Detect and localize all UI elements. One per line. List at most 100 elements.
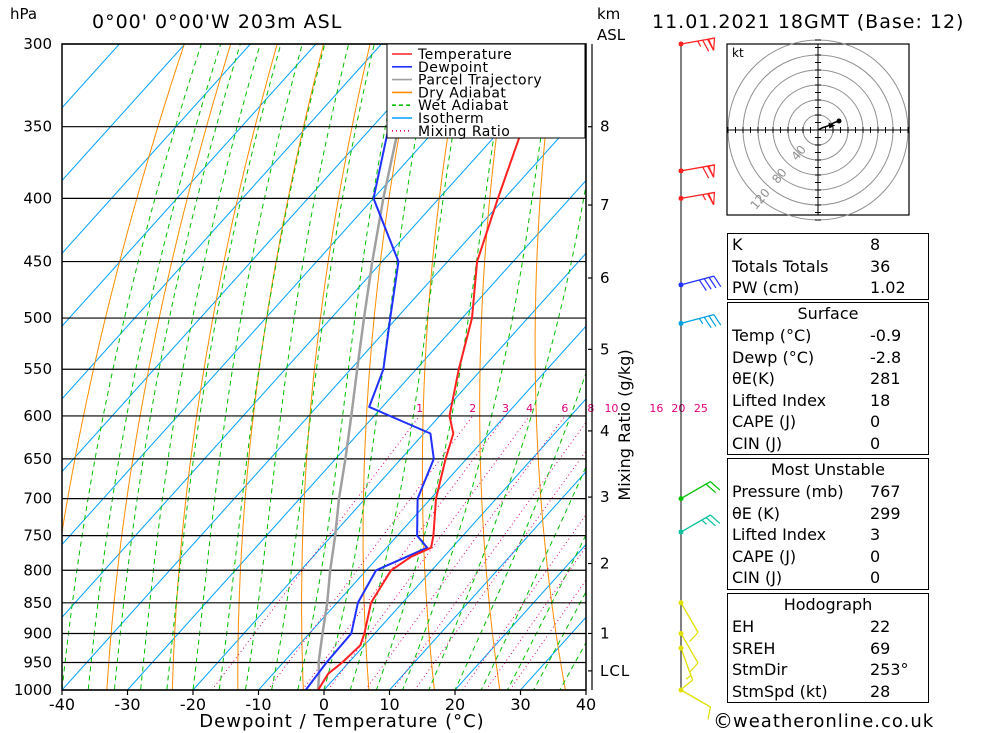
- wet-adiabat-line: [218, 44, 326, 690]
- most-unstable-label: Pressure (mb): [732, 482, 844, 501]
- most-unstable-title: Most Unstable: [771, 460, 885, 479]
- index-label: Totals Totals: [732, 256, 829, 276]
- isotherm-line: [0, 7, 22, 716]
- dry-adiabat-line: [421, 44, 464, 690]
- hodograph-stat-value: 22: [870, 617, 891, 636]
- wind-barb: [678, 600, 699, 643]
- wind-barb: [678, 687, 712, 720]
- wind-barb-flag: [689, 662, 699, 673]
- wind-barb: [678, 645, 694, 689]
- most-unstable-value: 0: [870, 568, 881, 587]
- dry-adiabat-line: [301, 44, 371, 690]
- wet-adiabat-line: [297, 44, 403, 690]
- wet-adiabat-line: [428, 182, 586, 690]
- most-unstable-value: 767: [870, 482, 901, 501]
- unit-left-label: hPa: [10, 5, 37, 23]
- pressure-tick-label: 900: [23, 624, 52, 642]
- km-tick-label: 5: [600, 340, 611, 358]
- wind-barb-staff: [680, 275, 715, 286]
- dry-adiabat-line: [925, 7, 1000, 716]
- mixing-ratio-axis-label: Mixing Ratio (g/kg): [615, 349, 634, 500]
- wind-barb-staff: [680, 689, 711, 708]
- pressure-tick-label: 600: [23, 407, 52, 425]
- wind-barb-flag: [698, 279, 707, 291]
- wind-barb-flag: [707, 193, 715, 206]
- index-label: K: [732, 235, 743, 254]
- wind-barb: [678, 37, 716, 52]
- wet-adiabat-line: [166, 44, 282, 690]
- wind-barb-flag: [703, 316, 712, 329]
- km-tick-label: 7: [600, 196, 611, 214]
- wind-barb-pennant: [707, 37, 716, 51]
- wet-adiabat-line: [140, 44, 261, 690]
- km-tick-label: 2: [600, 555, 611, 573]
- wind-barb-halfflag: [702, 194, 707, 201]
- surface-label: CIN (J): [732, 433, 783, 453]
- mixing-ratio-line: [364, 415, 566, 690]
- isotherm-line: [126, 179, 586, 690]
- hodograph-stat-value: 69: [870, 638, 891, 658]
- parcel-trajectory-line: [316, 44, 422, 690]
- x-tick-label: 30: [510, 695, 530, 714]
- mixing-ratio-line: [414, 450, 586, 690]
- most-unstable-label: CIN (J): [732, 568, 783, 587]
- surface-label: Lifted Index: [732, 390, 827, 410]
- pressure-tick-label: 800: [23, 561, 52, 579]
- surface-value: 18: [870, 390, 891, 410]
- site-footer[interactable]: weatheronline.co.uk: [733, 711, 934, 732]
- hodograph-stat-row: SREH 69: [728, 638, 928, 660]
- legend-label: Wet Adiabat: [418, 98, 509, 114]
- mixing-ratio-label: 3: [502, 402, 509, 415]
- pressure-tick-label: 750: [23, 527, 52, 545]
- hodograph-stat-row: EH 22: [728, 616, 928, 638]
- pressure-tick-label: 700: [23, 490, 52, 508]
- wind-barb-flag: [689, 631, 699, 643]
- dry-adiabat-line: [237, 44, 325, 690]
- surface-label: CAPE (J): [732, 412, 797, 431]
- mixing-ratio-line: [392, 421, 586, 690]
- isotherm-line: [62, 44, 317, 327]
- dry-adiabat-line: [62, 44, 185, 536]
- datetime-title: 11.01.2021 18GMT (Base: 12): [652, 11, 964, 33]
- hodograph-stat-value: 253°: [870, 660, 909, 679]
- legend-label: Dewpoint: [418, 60, 489, 76]
- pressure-tick-label: 650: [23, 450, 52, 468]
- wind-barb-flag: [707, 706, 712, 720]
- wet-adiabat-line: [62, 44, 202, 690]
- pressure-tick-label: 300: [23, 35, 52, 53]
- wind-barb-flag: [702, 166, 710, 179]
- wind-barb-flag: [707, 39, 715, 51]
- km-tick-label: 8: [600, 118, 611, 136]
- legend-box: [386, 43, 586, 139]
- wind-barb-flag: [705, 517, 716, 527]
- isotherm-line: [257, 325, 586, 690]
- pressure-tick-label: 500: [23, 309, 52, 327]
- wind-barb: [678, 313, 722, 329]
- pressure-tick-label: 850: [23, 594, 52, 612]
- index-value: 36: [870, 256, 891, 276]
- mixing-ratio-label: 6: [561, 402, 568, 415]
- dry-adiabat-line: [479, 44, 510, 690]
- copyright-icon: ©: [713, 709, 733, 733]
- most-unstable-value: 3: [870, 525, 881, 544]
- dry-adiabat-line: [362, 44, 418, 690]
- wet-adiabat-line: [271, 44, 375, 690]
- legend-label: Temperature: [417, 47, 512, 63]
- wind-barb: [678, 164, 716, 179]
- wind-barb: [678, 514, 721, 535]
- index-value: 8: [870, 235, 881, 254]
- km-tick-label: 4: [600, 422, 611, 440]
- wind-barb-staff: [680, 481, 711, 500]
- wet-adiabat-line: [244, 44, 350, 690]
- mixing-ratio-line: [211, 415, 421, 690]
- hodograph-endpoint: [836, 118, 842, 124]
- most-unstable-value: 0: [870, 546, 881, 566]
- wind-barb: [678, 191, 716, 206]
- wet-adiabat-line: [323, 44, 434, 690]
- unit-km-label: km: [597, 5, 620, 23]
- unit-asl-label: ASL: [597, 26, 626, 44]
- wind-barb-flag: [703, 278, 712, 290]
- most-unstable-panel: Most Unstable Pressure (mb) 767 θE (K) 299 L…: [727, 458, 929, 590]
- surface-label: Temp (°C): [732, 326, 812, 345]
